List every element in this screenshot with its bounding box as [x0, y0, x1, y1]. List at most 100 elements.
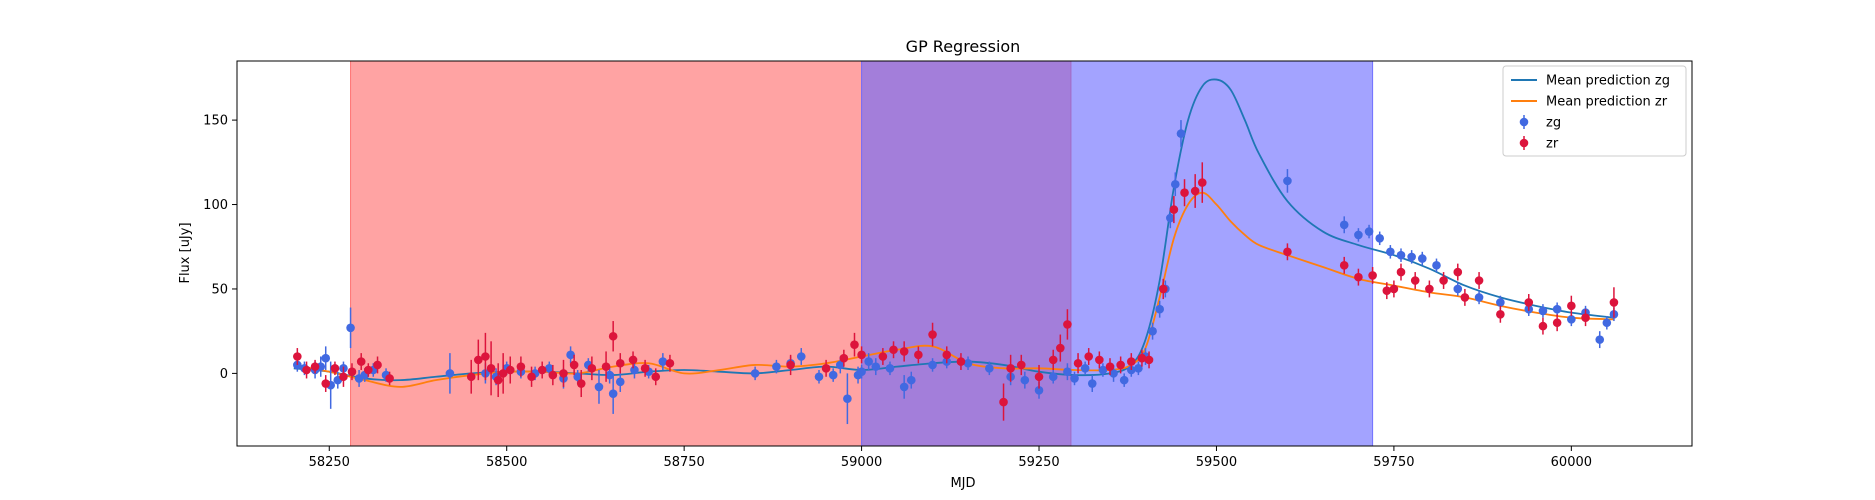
- zr-point: [857, 350, 866, 360]
- zg-point: [1375, 234, 1385, 243]
- zr-point: [1524, 298, 1534, 307]
- zg-point: [566, 350, 575, 360]
- zg-point: [1148, 326, 1157, 336]
- zg-point: [544, 364, 554, 373]
- zg-point: [1020, 375, 1030, 385]
- zr-point: [1552, 318, 1562, 328]
- x-tick-label: 58500: [486, 455, 527, 470]
- legend-label: Mean prediction zg: [1546, 74, 1670, 89]
- data-layer: [293, 78, 1619, 425]
- zr-point: [1439, 276, 1448, 285]
- zr-point: [493, 375, 503, 385]
- zr-point: [601, 362, 611, 371]
- zg-point: [1155, 304, 1164, 314]
- legend-box: [1502, 65, 1687, 157]
- x-tick-label: 58750: [663, 455, 704, 470]
- zg-point: [1538, 306, 1548, 316]
- zg-point: [1283, 176, 1292, 186]
- zr-point: [1006, 364, 1015, 373]
- chart-title: GP Regression: [906, 37, 1021, 56]
- zr-point: [608, 331, 618, 341]
- y-tick-label: 100: [203, 198, 228, 213]
- zg-point: [1087, 379, 1097, 388]
- x-tick-label: 59500: [1196, 455, 1237, 470]
- zg-point: [1354, 230, 1363, 240]
- zg-point: [1453, 284, 1463, 294]
- zr-point: [310, 362, 320, 371]
- zr-point: [889, 345, 898, 355]
- x-tick-label: 60000: [1551, 455, 1592, 470]
- zg-point: [1339, 220, 1349, 230]
- zg-point: [1070, 374, 1079, 383]
- y-tick-label: 50: [211, 282, 228, 297]
- zr-point: [373, 360, 382, 370]
- zg-point: [1109, 369, 1118, 378]
- zr-point: [569, 360, 579, 370]
- zg-point: [750, 369, 760, 378]
- zg-point: [1170, 179, 1180, 189]
- zr-point: [1425, 284, 1434, 294]
- zr-point: [537, 365, 547, 375]
- zr-point: [1538, 321, 1548, 331]
- zg-point: [1552, 304, 1562, 314]
- zr-point: [1382, 286, 1392, 295]
- zr-point: [1180, 188, 1189, 198]
- zg-point: [1119, 375, 1129, 385]
- zr-point: [1048, 355, 1058, 365]
- zr-point: [850, 340, 859, 349]
- zr-point: [665, 358, 675, 368]
- zr-point: [1368, 271, 1377, 280]
- zg-point: [293, 360, 302, 370]
- zr-point: [640, 364, 650, 373]
- zg-point: [346, 323, 355, 333]
- zr-point: [628, 355, 638, 365]
- zr-point: [821, 364, 831, 373]
- zr-point: [1056, 343, 1065, 353]
- zr-point: [1116, 360, 1125, 370]
- zg-point: [1134, 364, 1143, 373]
- zr-point: [1354, 272, 1363, 282]
- zr-point: [527, 372, 536, 382]
- zg-point: [796, 352, 806, 361]
- zg-point: [828, 370, 838, 380]
- zr-point: [347, 367, 357, 377]
- zr-point: [942, 350, 952, 360]
- zg-point: [1098, 365, 1108, 375]
- zr-point: [1105, 362, 1115, 371]
- shaded-span-2: [861, 61, 1373, 446]
- x-tick-label: 59250: [1018, 455, 1059, 470]
- legend: Mean prediction zg Mean prediction zr zg zr: [1502, 65, 1687, 157]
- legend-label: Mean prediction zr: [1546, 95, 1668, 110]
- zg-point: [843, 394, 852, 404]
- zg-point: [608, 389, 618, 398]
- zr-point: [914, 350, 923, 360]
- zg-point: [594, 382, 604, 392]
- zg-point: [772, 362, 781, 371]
- zg-point: [1417, 254, 1427, 263]
- zr-point: [364, 365, 373, 375]
- zr-point: [956, 357, 966, 366]
- zr-point: [1396, 267, 1406, 277]
- zr-point: [1197, 178, 1207, 187]
- zr-point: [786, 360, 795, 370]
- zg-point: [1166, 213, 1175, 223]
- zr-point: [1410, 276, 1420, 285]
- legend-label: zr: [1546, 137, 1559, 152]
- zg-point: [1364, 227, 1374, 236]
- zg-point: [658, 357, 668, 366]
- zr-point: [1158, 284, 1168, 294]
- zr-point: [1034, 372, 1044, 382]
- zg-point: [1126, 365, 1136, 375]
- zr-point: [1137, 353, 1147, 363]
- zg-point: [605, 370, 614, 380]
- zg-point: [985, 364, 994, 373]
- zr-point: [516, 362, 526, 371]
- zg-point: [864, 357, 873, 366]
- zr-point: [615, 358, 625, 368]
- zg-point: [1396, 250, 1406, 260]
- y-tick-label: 150: [203, 114, 228, 129]
- zr-point: [839, 353, 849, 363]
- zr-point: [1283, 247, 1292, 257]
- zg-point: [445, 369, 455, 378]
- axes-frame: [236, 60, 1693, 447]
